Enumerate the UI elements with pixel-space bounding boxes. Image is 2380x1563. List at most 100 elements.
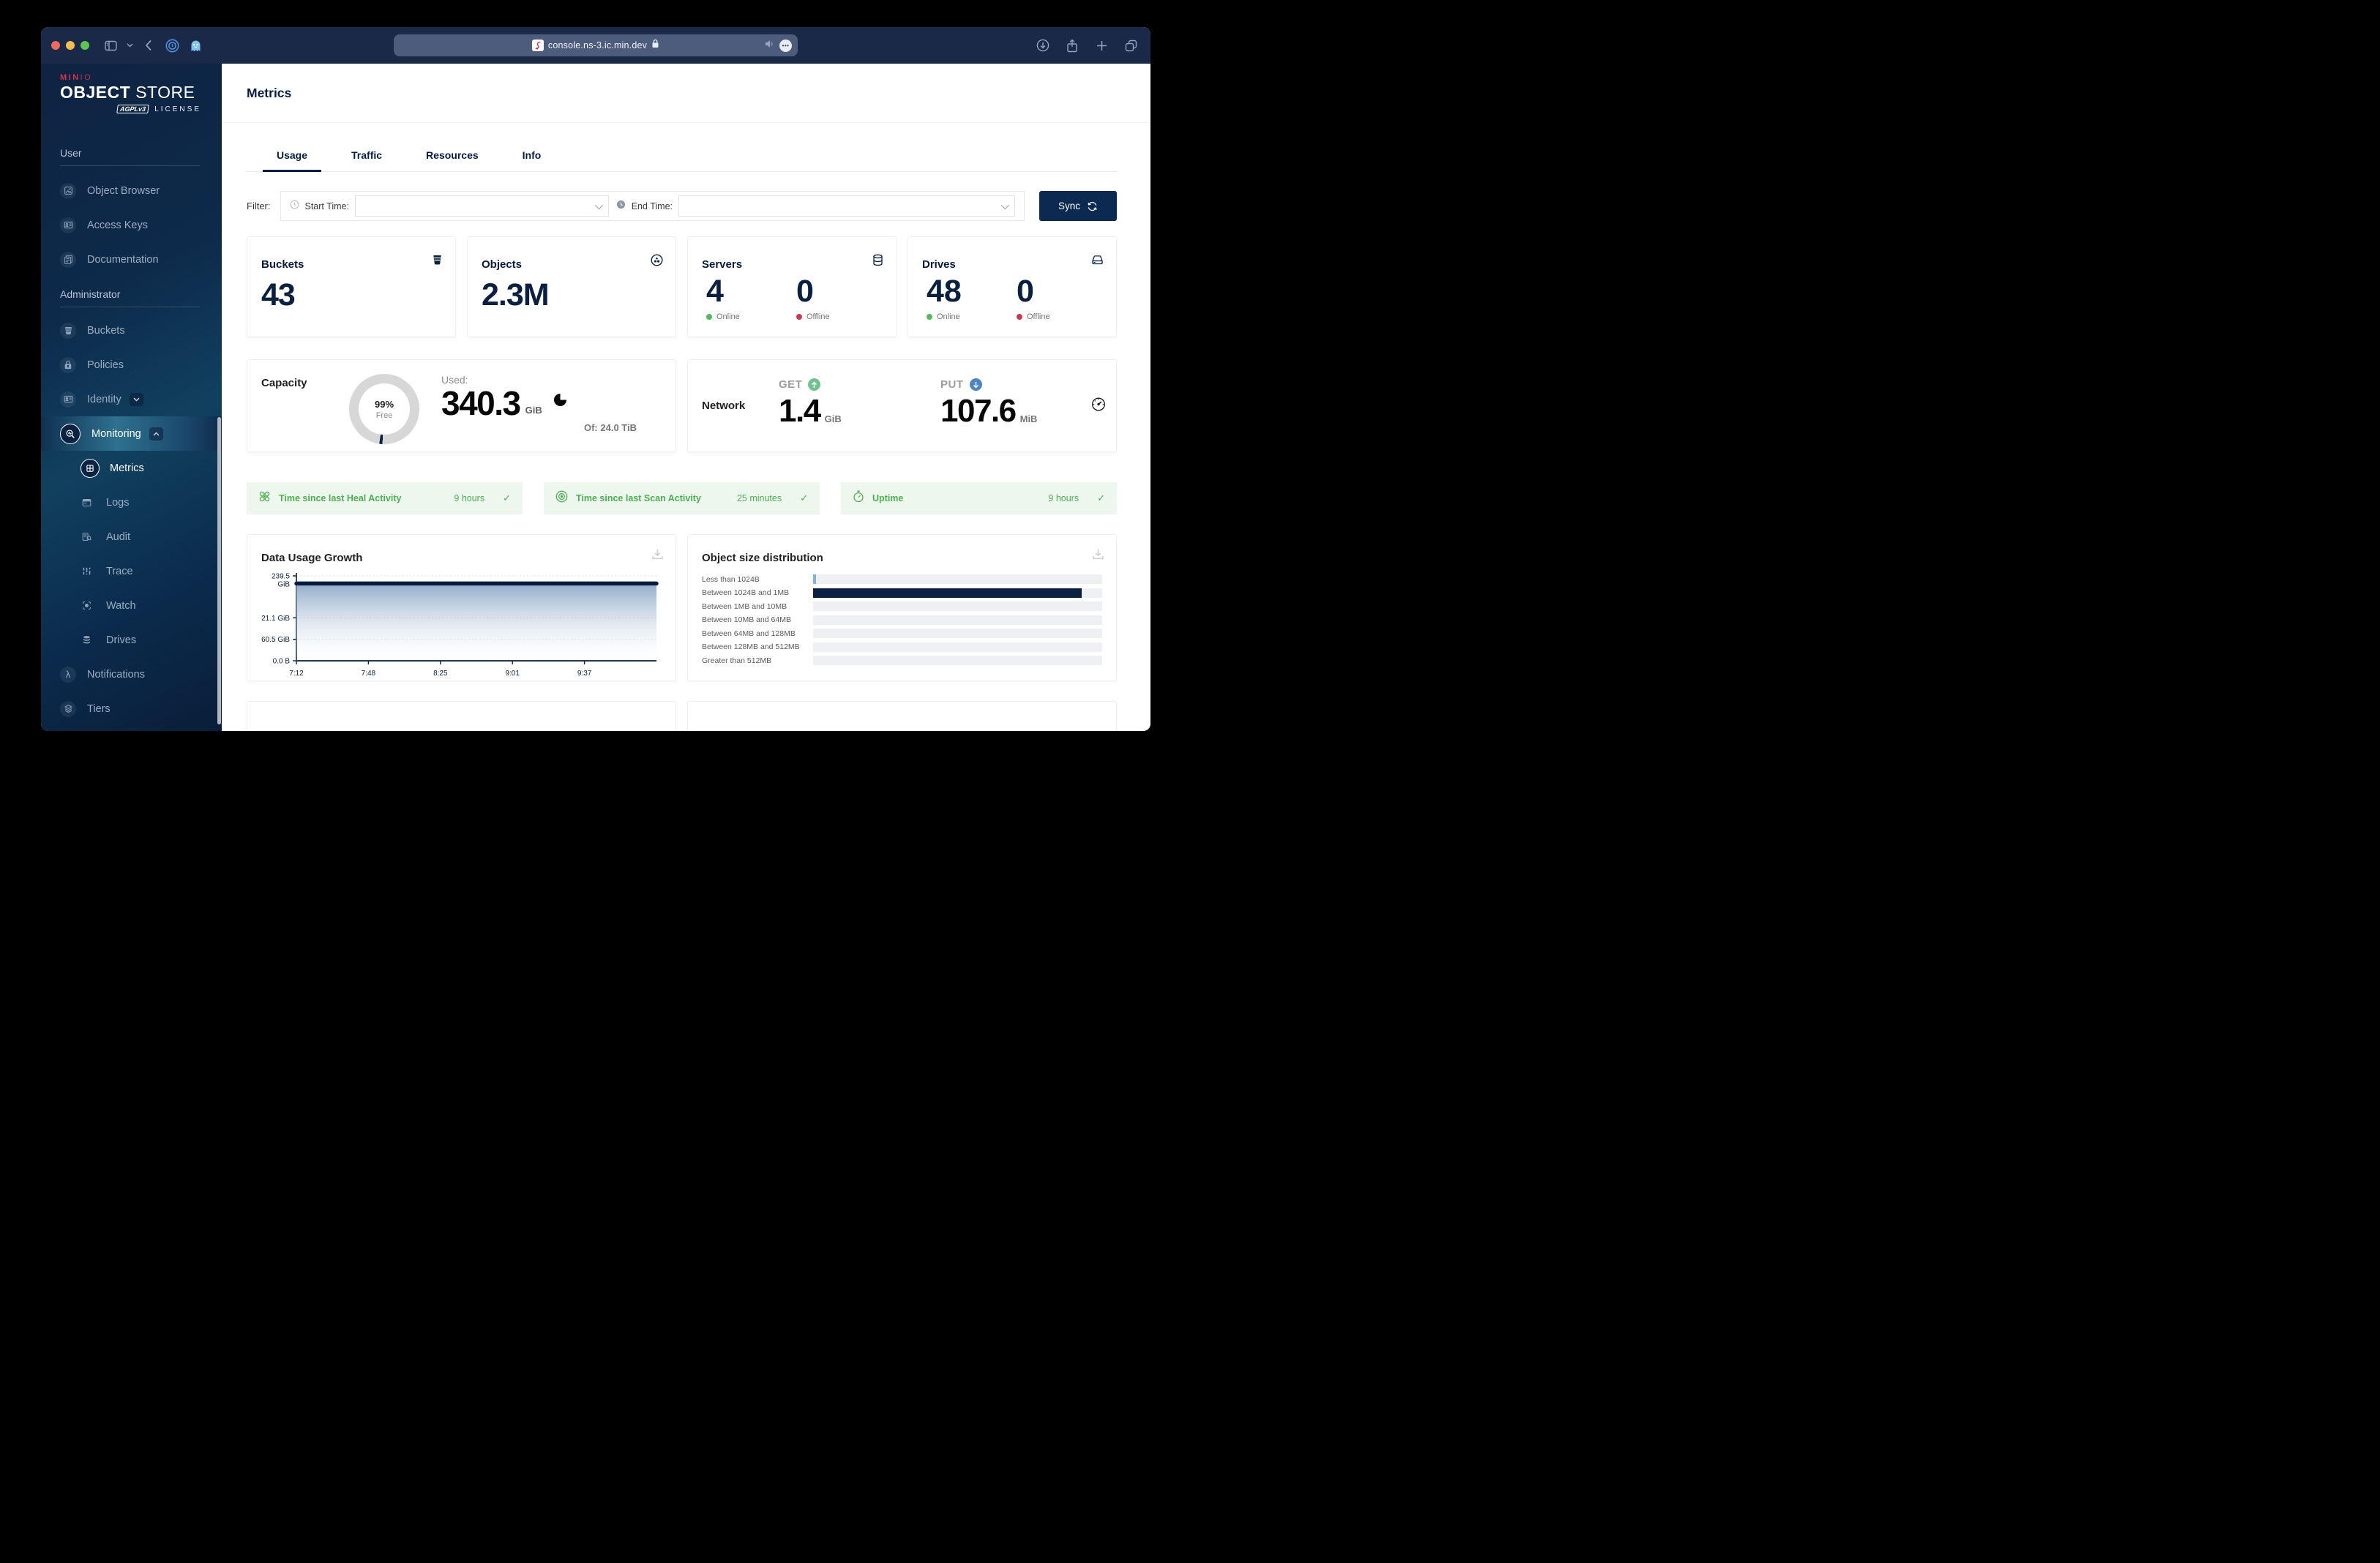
downloads-icon[interactable]: [1033, 36, 1052, 55]
sidebar-scrollbar[interactable]: [217, 417, 221, 724]
tabs-overview-icon[interactable]: [1121, 36, 1140, 55]
servers-card: Servers 4 Online 0 Offline: [687, 236, 897, 337]
zoom-window-button[interactable]: [81, 41, 89, 50]
audit-icon: [81, 532, 92, 541]
new-tab-icon[interactable]: [1092, 36, 1111, 55]
watch-icon: [81, 601, 92, 610]
identity-icon: [60, 391, 76, 408]
heal-activity-status: Time since last Heal Activity 9 hours ✓: [247, 482, 523, 514]
capacity-card: Capacity 99% Free Used: 340.3: [247, 359, 676, 452]
svg-text:60.5 GiB: 60.5 GiB: [261, 636, 290, 644]
license-row: AGPLv3 LICENSE: [60, 105, 204, 113]
capacity-free-pct: 99%: [374, 398, 394, 410]
trace-icon: [81, 566, 92, 576]
used-label: Used:: [441, 374, 468, 386]
get-up-icon: [808, 378, 821, 391]
bar-track: [813, 615, 1102, 625]
drives-online-label: Online: [937, 312, 960, 321]
tab-resources[interactable]: Resources: [426, 149, 479, 161]
svg-text:7:12: 7:12: [289, 670, 304, 678]
sidebar-item-drives[interactable]: Drives: [41, 623, 222, 657]
sidebar-item-policies[interactable]: Policies: [41, 348, 222, 382]
minio-logo: MINIO OBJECT STORE AGPLv3 LICENSE: [41, 64, 222, 135]
onepassword-extension-icon[interactable]: [162, 36, 182, 55]
buckets-card: Buckets 43: [247, 236, 456, 337]
minimize-window-button[interactable]: [66, 41, 75, 50]
sidebar: MINIO OBJECT STORE AGPLv3 LICENSE User O…: [41, 64, 222, 731]
svg-text:9:37: 9:37: [577, 670, 592, 678]
svg-text:0.0 B: 0.0 B: [273, 658, 291, 666]
check-icon: ✓: [1097, 492, 1105, 503]
monitoring-chevron-up-icon[interactable]: [149, 427, 163, 441]
bar-track: [813, 656, 1102, 665]
minio-brand: MINIO: [60, 73, 93, 82]
sidebar-item-identity[interactable]: Identity: [41, 382, 222, 416]
bar-row: Between 1MB and 10MB: [702, 601, 1102, 611]
bar-track: [813, 574, 1102, 584]
sidebar-item-tiers[interactable]: Tiers: [41, 691, 222, 726]
capacity-donut: 99% Free: [349, 374, 419, 444]
scan-activity-status: Time since last Scan Activity 25 minutes…: [544, 482, 820, 514]
identity-chevron-down-icon[interactable]: [129, 392, 143, 406]
sidebar-toggle-icon[interactable]: [101, 36, 120, 55]
partial-card: [687, 701, 1117, 731]
page-more-icon[interactable]: •••: [779, 39, 792, 52]
tab-info[interactable]: Info: [522, 149, 542, 161]
svg-text:121.1 GiB: 121.1 GiB: [261, 615, 290, 623]
object-size-bars: Less than 1024B Between 1024B and 1MB Betw…: [702, 574, 1102, 665]
address-bar[interactable]: console.ns-3.ic.min.dev •••: [394, 34, 798, 56]
ghostery-extension-icon[interactable]: [186, 36, 205, 55]
sidebar-item-notifications[interactable]: λ Notifications: [41, 657, 222, 691]
put-value: 107.6: [940, 393, 1017, 429]
tab-usage[interactable]: Usage: [263, 149, 322, 172]
online-dot: [706, 314, 712, 320]
end-time-select[interactable]: [678, 195, 1015, 217]
bar-track: [813, 642, 1102, 652]
scan-activity-value: 25 minutes: [736, 493, 782, 503]
uptime-status: Uptime 9 hours ✓: [841, 482, 1117, 514]
heal-activity-label: Time since last Heal Activity: [279, 493, 402, 503]
sidebar-item-trace[interactable]: Trace: [41, 554, 222, 588]
sidebar-item-access-keys[interactable]: Access Keys: [41, 208, 222, 242]
bar-row: Between 64MB and 128MB: [702, 629, 1102, 638]
logs-icon: [81, 498, 92, 507]
get-label: GET: [779, 378, 803, 391]
drives-offline-label: Offline: [1027, 312, 1050, 321]
sidebar-item-buckets[interactable]: Buckets: [41, 313, 222, 348]
drives-card: Drives 48 Online 0 Offline: [908, 236, 1117, 337]
sidebar-item-logs[interactable]: Logs: [41, 485, 222, 520]
heal-activity-value: 9 hours: [454, 493, 485, 503]
sidebar-item-monitoring[interactable]: Monitoring: [41, 416, 222, 451]
filter-row: Filter: Start Time: End Time:: [247, 191, 1117, 221]
download-chart-icon[interactable]: [651, 548, 664, 564]
sidebar-item-object-browser[interactable]: Object Browser: [41, 173, 222, 208]
scan-activity-label: Time since last Scan Activity: [576, 493, 701, 503]
share-icon[interactable]: [1063, 36, 1082, 55]
buckets-label: Buckets: [261, 258, 304, 271]
sidebar-item-documentation[interactable]: Documentation: [41, 242, 222, 277]
sync-button[interactable]: Sync: [1039, 191, 1117, 221]
close-window-button[interactable]: [51, 41, 60, 50]
bar-row: Greater than 512MB: [702, 656, 1102, 665]
scan-icon: [555, 490, 568, 506]
bar-row: Between 10MB and 64MB: [702, 615, 1102, 625]
sidebar-item-audit[interactable]: Audit: [41, 520, 222, 554]
back-icon[interactable]: [139, 36, 158, 55]
agpl-badge: AGPLv3: [116, 105, 150, 113]
object-store-title: OBJECT STORE: [60, 83, 195, 102]
tab-traffic[interactable]: Traffic: [351, 149, 383, 161]
audio-icon[interactable]: [765, 39, 774, 52]
sidebar-chevron-down-icon[interactable]: [124, 36, 135, 55]
main-content: Metrics Usage Traffic Resources Info Fil…: [222, 64, 1150, 731]
partial-card: [247, 701, 676, 731]
sidebar-item-metrics[interactable]: Metrics: [41, 451, 222, 485]
download-chart-icon[interactable]: [1092, 548, 1104, 564]
drives-online-value: 48: [927, 274, 962, 309]
start-time-select[interactable]: [354, 195, 609, 217]
notifications-lambda-icon: λ: [60, 666, 76, 683]
bar-category-label: Between 64MB and 128MB: [702, 629, 796, 638]
capacity-free-label: Free: [375, 411, 393, 420]
sidebar-item-watch[interactable]: Watch: [41, 588, 222, 623]
bar-category-label: Between 1MB and 10MB: [702, 601, 787, 611]
